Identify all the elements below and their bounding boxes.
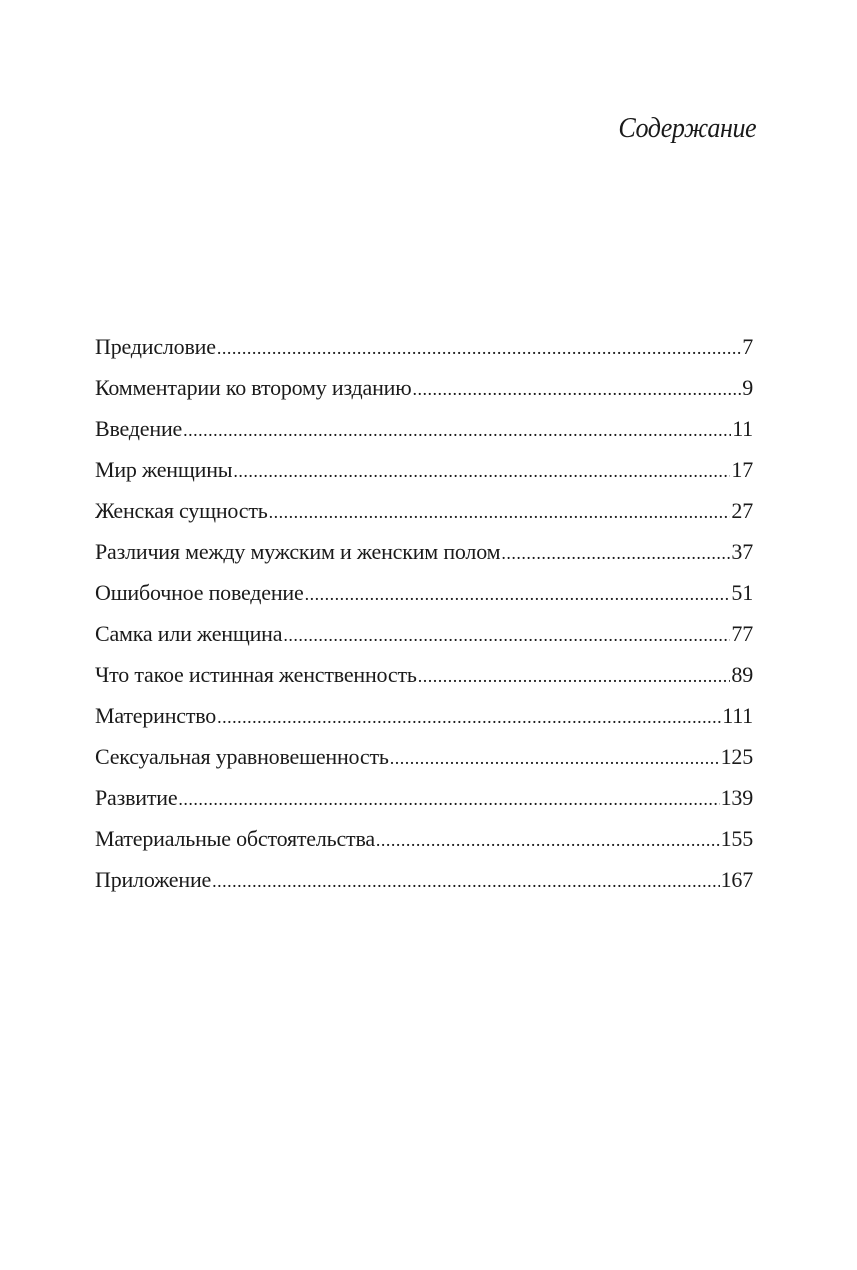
toc-entry-label: Что такое истинная женственность	[95, 662, 417, 687]
toc-entry: Предисловие 7	[95, 334, 753, 375]
toc-entry: Различия между мужским и женским полом 37	[95, 539, 753, 580]
toc-entry-label: Приложение	[95, 867, 212, 892]
dot-leader	[412, 379, 741, 400]
dot-leader	[269, 502, 731, 523]
dot-leader	[501, 543, 730, 564]
toc-entry-page: 7	[742, 334, 753, 359]
dot-leader	[283, 625, 730, 646]
toc-entry: Женская сущность 27	[95, 498, 753, 539]
dot-leader	[217, 338, 741, 359]
toc-entry-page: 27	[731, 498, 753, 523]
toc-entry-label: Предисловие	[95, 334, 216, 359]
dot-leader	[305, 584, 731, 605]
toc-entry-label: Женская сущность	[95, 498, 268, 523]
dot-leader	[178, 789, 719, 810]
toc-entry-label: Комментарии ко второму изданию	[95, 375, 412, 400]
dot-leader	[217, 707, 721, 728]
toc-entry-label: Введение	[95, 416, 183, 441]
toc-entry-page: 11	[732, 416, 753, 441]
dot-leader	[390, 748, 720, 769]
toc-entry: Материальные обстоятельства 155	[95, 826, 753, 867]
page-title: Содержание	[618, 112, 756, 144]
toc-entry: Материнство 111	[95, 703, 753, 744]
toc-entry-label: Различия между мужским и женским полом	[95, 539, 501, 564]
dot-leader	[212, 871, 720, 892]
dot-leader	[183, 420, 731, 441]
toc-entry-page: 155	[720, 826, 754, 851]
toc-entry-page: 139	[720, 785, 754, 810]
toc-entry-page: 167	[720, 867, 754, 892]
toc-entry: Приложение 167	[95, 867, 753, 908]
toc-entry: Сексуальная уравновешенность 125	[95, 744, 753, 785]
dot-leader	[376, 830, 720, 851]
toc-entry-page: 77	[731, 621, 753, 646]
toc-entry-page: 51	[731, 580, 753, 605]
toc-entry: Комментарии ко второму изданию 9	[95, 375, 753, 416]
toc-entry-page: 89	[731, 662, 753, 687]
toc-entry-page: 111	[722, 703, 753, 728]
table-of-contents: Предисловие 7 Комментарии ко второму издан…	[95, 334, 753, 908]
toc-entry-label: Материнство	[95, 703, 217, 728]
toc-entry-page: 37	[731, 539, 753, 564]
toc-entry-label: Самка или женщина	[95, 621, 283, 646]
toc-entry: Что такое истинная женственность 89	[95, 662, 753, 703]
dot-leader	[233, 461, 730, 482]
toc-entry: Введение 11	[95, 416, 753, 457]
toc-entry-page: 17	[731, 457, 753, 482]
toc-entry-label: Ошибочное поведение	[95, 580, 304, 605]
toc-entry-label: Мир женщины	[95, 457, 233, 482]
toc-entry-label: Материальные обстоятельства	[95, 826, 375, 851]
toc-entry-label: Развитие	[95, 785, 178, 810]
toc-entry: Ошибочное поведение 51	[95, 580, 753, 621]
toc-entry-label: Сексуальная уравновешенность	[95, 744, 389, 769]
toc-entry-page: 125	[720, 744, 754, 769]
toc-entry: Развитие 139	[95, 785, 753, 826]
toc-entry-page: 9	[742, 375, 753, 400]
toc-entry: Мир женщины 17	[95, 457, 753, 498]
toc-entry: Самка или женщина 77	[95, 621, 753, 662]
dot-leader	[418, 666, 731, 687]
